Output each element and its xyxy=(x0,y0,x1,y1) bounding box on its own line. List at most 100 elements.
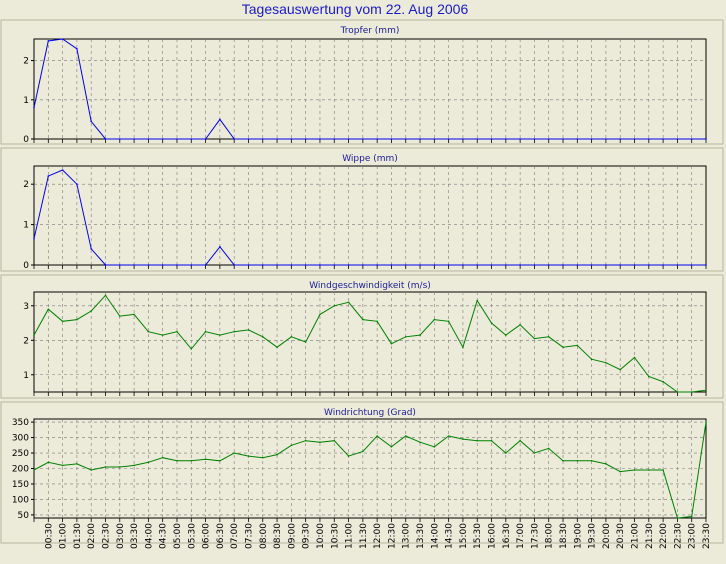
data-point xyxy=(490,322,493,324)
x-tick-label: 22:00 xyxy=(659,523,669,549)
y-tick-label: 300 xyxy=(12,434,29,444)
data-point xyxy=(490,138,493,140)
data-point xyxy=(633,356,636,359)
data-point xyxy=(419,138,421,140)
y-tick-label: 200 xyxy=(12,465,29,475)
data-point xyxy=(333,264,336,266)
data-point xyxy=(533,452,536,454)
data-point xyxy=(533,337,536,340)
y-tick-label: 100 xyxy=(12,495,29,505)
data-point xyxy=(490,439,493,442)
data-point xyxy=(419,264,421,266)
data-point xyxy=(319,441,321,444)
data-point xyxy=(690,264,693,266)
data-point xyxy=(290,138,293,140)
x-tick-label: 09:30 xyxy=(302,523,312,549)
data-point xyxy=(633,138,636,140)
x-tick-label: 18:30 xyxy=(559,523,569,549)
data-point xyxy=(333,138,336,140)
panel-title: Windrichtung (Grad) xyxy=(324,408,416,418)
y-tick-label: 2 xyxy=(23,336,29,346)
data-point xyxy=(176,459,178,462)
y-tick-label: 1 xyxy=(23,371,29,381)
data-point xyxy=(648,469,650,471)
data-point xyxy=(290,264,293,266)
x-tick-label: 20:00 xyxy=(602,523,612,549)
data-point xyxy=(347,264,350,266)
data-point xyxy=(204,138,207,140)
data-point xyxy=(404,336,407,338)
data-point xyxy=(61,169,64,171)
data-point xyxy=(705,421,707,423)
data-point xyxy=(161,456,164,459)
data-point xyxy=(690,138,693,140)
data-point xyxy=(362,450,364,453)
data-point xyxy=(376,435,378,437)
data-point xyxy=(633,469,636,471)
data-point xyxy=(61,464,64,467)
data-point xyxy=(61,320,64,323)
data-point xyxy=(61,38,64,40)
data-point xyxy=(276,346,278,348)
data-point xyxy=(118,466,121,468)
data-point xyxy=(304,138,307,140)
data-point xyxy=(147,264,150,266)
data-point xyxy=(662,138,664,140)
data-point xyxy=(319,313,321,316)
plot-area xyxy=(33,165,707,266)
x-tick-label: 12:00 xyxy=(373,523,383,549)
x-tick-label: 21:00 xyxy=(631,523,641,549)
data-point xyxy=(47,40,50,42)
data-point xyxy=(362,264,364,266)
x-tick-label: 11:30 xyxy=(359,523,369,549)
data-point xyxy=(662,264,664,266)
data-point xyxy=(476,138,479,140)
panel-frame xyxy=(0,401,724,544)
data-point xyxy=(676,264,679,266)
data-point xyxy=(404,435,407,437)
data-point xyxy=(33,106,35,109)
data-point xyxy=(133,464,135,467)
data-point xyxy=(462,264,464,266)
x-tick-label: 03:30 xyxy=(130,523,140,549)
data-point xyxy=(662,469,664,471)
plot-area xyxy=(33,38,707,140)
x-tick-label: 17:00 xyxy=(516,523,526,549)
data-point xyxy=(261,456,264,459)
data-point xyxy=(304,341,307,343)
data-point xyxy=(276,264,278,266)
panel-title: Tropfer (mm) xyxy=(340,26,400,36)
data-point xyxy=(204,330,207,333)
data-point xyxy=(705,138,707,140)
data-point xyxy=(462,438,464,440)
data-point xyxy=(619,470,622,473)
data-point xyxy=(261,336,264,338)
y-tick-label: 350 xyxy=(12,418,29,428)
data-point xyxy=(104,294,107,297)
x-tick-label: 19:00 xyxy=(573,523,583,549)
data-point xyxy=(648,375,650,378)
data-point xyxy=(562,264,564,266)
data-point xyxy=(47,175,50,177)
x-tick-label: 19:30 xyxy=(588,523,598,549)
x-tick-label: 16:00 xyxy=(488,523,498,549)
x-tick-label: 18:00 xyxy=(545,523,555,549)
series-line-1 xyxy=(33,38,706,140)
panel-frame xyxy=(0,274,724,399)
data-point xyxy=(233,330,235,333)
x-tick-label: 16:30 xyxy=(502,523,512,549)
data-point xyxy=(219,334,221,336)
data-point xyxy=(104,138,107,140)
data-point xyxy=(290,336,293,338)
data-point xyxy=(176,138,178,140)
x-tick-label: 08:00 xyxy=(259,523,269,549)
data-point xyxy=(648,138,650,140)
data-point xyxy=(476,439,479,442)
x-tick-label: 20:30 xyxy=(616,523,626,549)
data-point xyxy=(161,264,164,266)
data-point xyxy=(76,183,78,185)
x-tick-label: 15:00 xyxy=(459,523,469,549)
x-tick-label: 06:30 xyxy=(216,523,226,549)
data-point xyxy=(519,138,521,140)
data-point xyxy=(547,138,550,140)
